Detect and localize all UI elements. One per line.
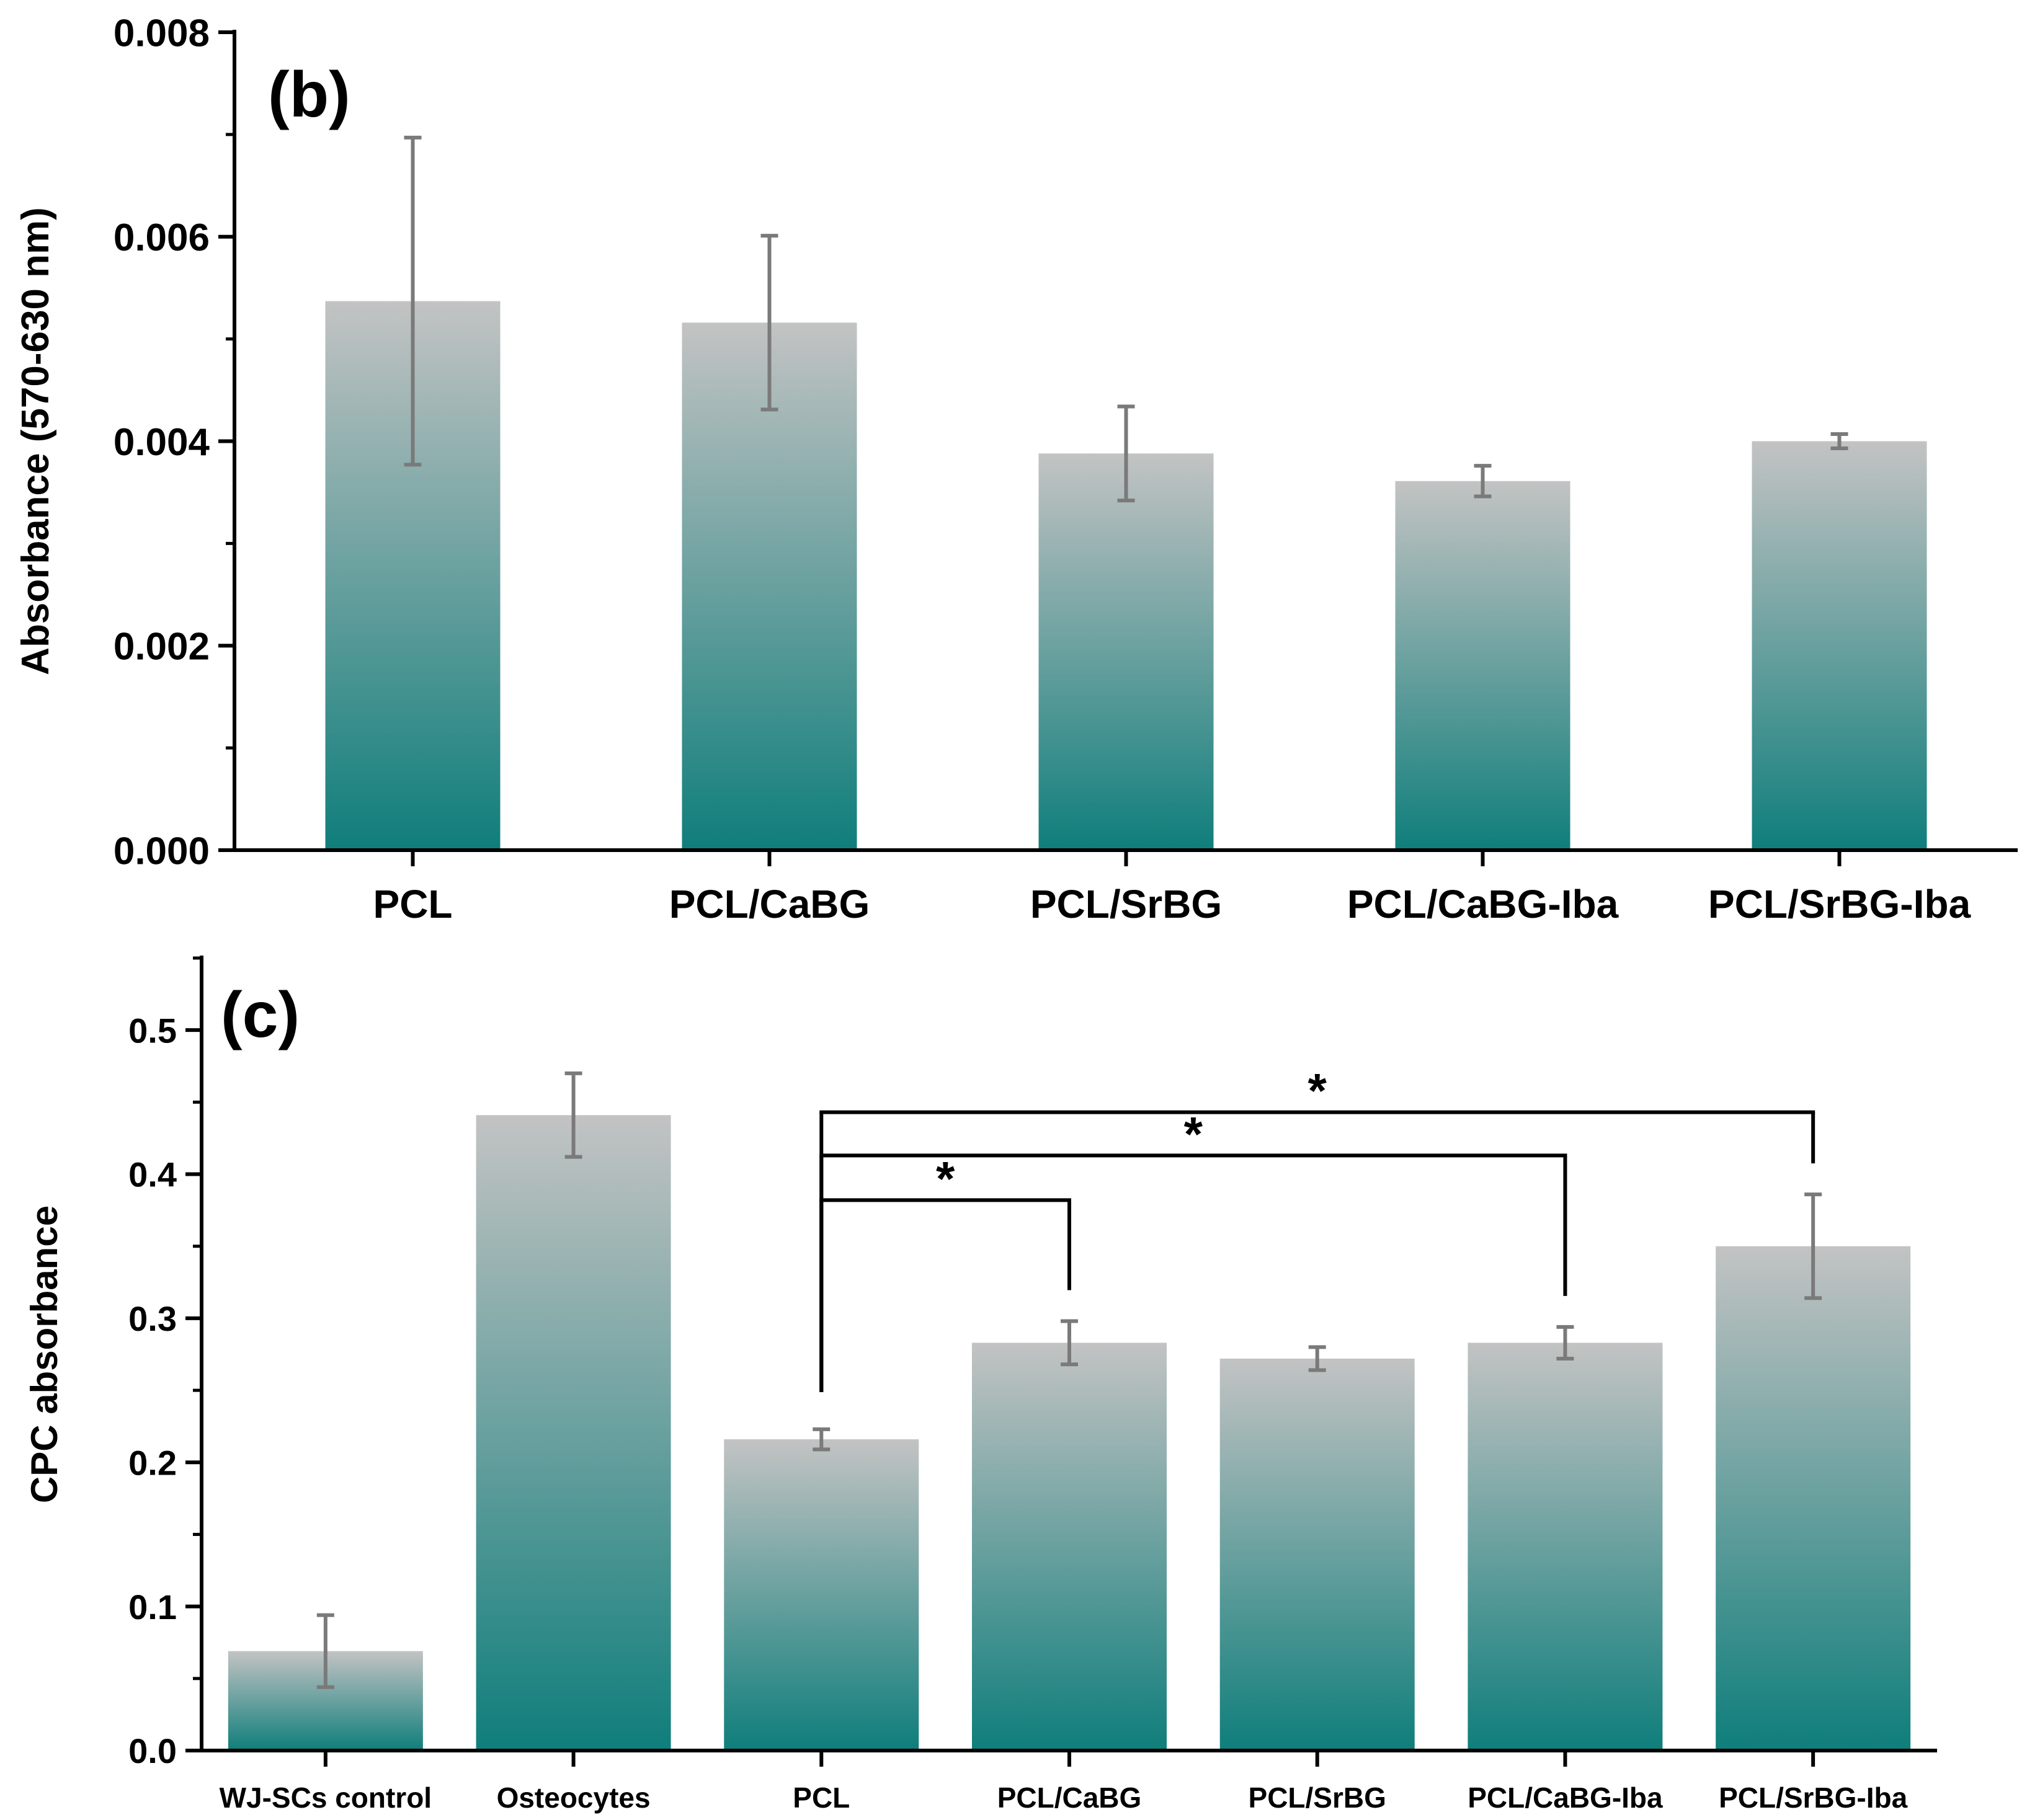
- significance-bracket-3: [819, 1110, 1815, 1392]
- x-tick-label: PCL/CaBG-Iba: [1468, 1782, 1663, 1814]
- y-tick-label: 0.006: [114, 216, 210, 259]
- significance-star: *: [1184, 1106, 1203, 1161]
- y-tick-label: 0.4: [128, 1155, 177, 1194]
- error-bar-3: [813, 1427, 831, 1452]
- error-bar-2: [564, 1071, 582, 1159]
- error-bar-6: [1556, 1325, 1574, 1361]
- y-axis-title: Absorbance (570-630 nm): [14, 207, 57, 675]
- x-tick-label: PCL/CaBG: [669, 882, 870, 926]
- y-tick-label: 0.008: [114, 12, 210, 55]
- bar-5: [1219, 1358, 1415, 1751]
- bar-2: [476, 1115, 671, 1751]
- y-tick-label: 0.0: [128, 1731, 177, 1770]
- x-tick-label: PCL/SrBG-Iba: [1719, 1782, 1908, 1814]
- x-tick-label: PCL/CaBG-Iba: [1347, 882, 1619, 926]
- x-tick-label: PCL/SrBG: [1030, 882, 1222, 926]
- error-bar-4: [1061, 1319, 1078, 1367]
- bar-6: [1468, 1343, 1663, 1751]
- x-tick-label: PCL: [373, 882, 453, 926]
- significance-star: *: [1308, 1063, 1327, 1118]
- significance-bracket-2: [819, 1153, 1567, 1392]
- x-tick-label: PCL: [793, 1782, 850, 1814]
- error-bar-4: [1474, 464, 1492, 499]
- x-tick-label: PCL/SrBG: [1249, 1782, 1386, 1814]
- y-tick-label: 0.1: [128, 1587, 177, 1627]
- error-bar-7: [1804, 1192, 1822, 1300]
- y-tick-label: 0.002: [114, 626, 210, 668]
- error-bar-1: [404, 135, 422, 467]
- x-tick-label: WJ-SCs control: [220, 1782, 432, 1814]
- error-bar-2: [760, 234, 778, 412]
- y-axis-title: CPC absorbance: [24, 1205, 65, 1503]
- y-tick-label: 0.004: [114, 421, 210, 464]
- error-bar-5: [1308, 1345, 1326, 1372]
- error-bar-5: [1830, 432, 1848, 451]
- error-bar-3: [1117, 404, 1135, 503]
- error-bar-1: [316, 1613, 334, 1689]
- x-tick-label: PCL/CaBG: [997, 1782, 1142, 1814]
- panel-label: (b): [268, 59, 350, 131]
- bar-7: [1716, 1246, 1911, 1751]
- bar-5: [1752, 441, 1927, 850]
- significance-star: *: [936, 1151, 955, 1205]
- bar-4: [1395, 481, 1570, 850]
- y-tick-label: 0.3: [128, 1299, 177, 1338]
- panel-c-chart: 0.0 0.1 0.2 0.3 0.4 0.5 WJ-SCs control Osteocyt…: [24, 956, 1937, 1814]
- panel-label: (c): [221, 979, 300, 1051]
- x-tick-label: PCL/SrBG-Iba: [1708, 882, 1971, 926]
- x-tick-label: Osteocytes: [497, 1782, 651, 1814]
- bar-4: [972, 1343, 1167, 1751]
- y-tick-label: 0.5: [128, 1011, 177, 1050]
- panel-b-chart: 0.000 0.002 0.004 0.006 0.008 PCL PCL/CaBG PCL/…: [14, 12, 2018, 926]
- y-tick-label: 0.000: [114, 830, 210, 872]
- bar-3: [1038, 453, 1214, 850]
- y-tick-label: 0.2: [128, 1443, 177, 1482]
- bar-3: [724, 1439, 919, 1751]
